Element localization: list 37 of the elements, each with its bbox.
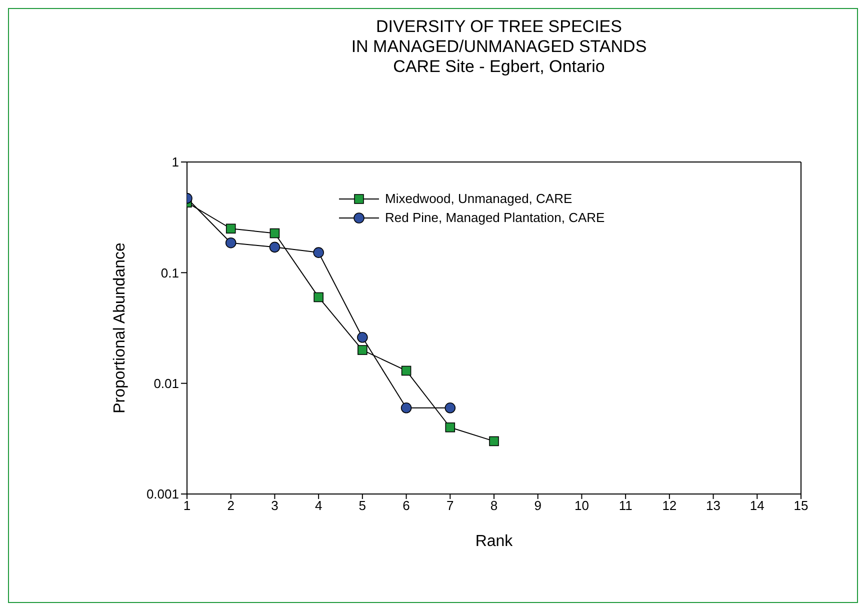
point [358,345,368,355]
y-tick-label: 1 [172,154,179,170]
point [489,436,499,446]
x-tick-label: 4 [314,498,322,514]
point [314,292,324,302]
chart-title: DIVERSITY OF TREE SPECIES IN MANAGED/UNMANAGED STANDS CARE Site - Egbert, Ontario [350,17,648,77]
point [357,332,368,343]
legend-label: Red Pine, Managed Plantation, CARE [385,210,605,225]
y-axis-title: Proportional Abundance [112,242,129,414]
point [270,228,280,238]
x-tick-label: 10 [574,498,589,514]
x-tick-label: 14 [750,498,764,514]
x-tick-label: 7 [446,498,454,514]
x-tick-label: 3 [271,498,278,514]
point [313,247,324,258]
y-tick-label: 0.1 [160,265,179,280]
x-tick-label: 9 [534,498,542,514]
point [445,422,456,432]
x-tick-label: 11 [618,498,632,514]
point [226,224,236,234]
point [269,242,280,253]
x-tick-label: 15 [794,498,808,514]
x-tick-label: 1 [183,498,191,514]
legend-label: Mixedwood, Unmanaged, CARE [385,191,572,206]
x-tick-label: 6 [402,498,410,514]
y-tick-label: 0.01 [154,376,179,391]
point [444,402,456,414]
y-tick-label: 0.001 [146,486,179,502]
x-tick-label: 2 [227,498,234,514]
x-tick-label: 12 [662,498,677,514]
x-tick-label: 8 [490,498,498,514]
x-tick-label: 13 [706,498,721,514]
point [225,237,236,248]
point [401,366,412,376]
x-tick-label: 5 [358,498,366,514]
point [400,402,412,414]
x-axis-title: Rank [475,533,514,550]
